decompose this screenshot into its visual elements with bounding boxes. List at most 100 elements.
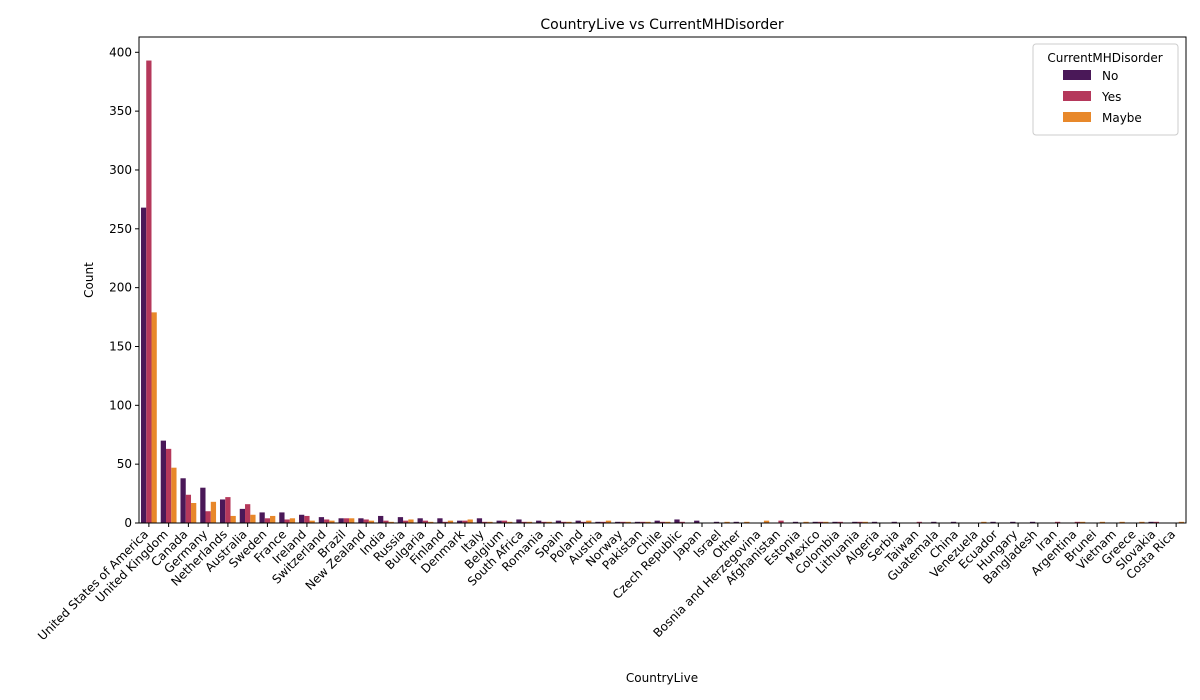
bar-no-chile — [654, 520, 660, 523]
bar-no-austria — [595, 521, 601, 523]
bar-yes-taiwan — [916, 521, 922, 523]
bar-yes-united-states-of-america — [146, 60, 152, 523]
bar-yes-new-zealand — [363, 519, 369, 523]
bar-maybe-austria — [605, 520, 612, 523]
bar-no-switzerland — [318, 517, 325, 523]
bar-maybe-south-africa — [526, 521, 533, 523]
bar-no-italy — [476, 518, 483, 523]
bar-yes-italy — [482, 521, 488, 523]
x-axis-title: CountryLive — [626, 671, 698, 685]
bar-maybe-italy — [487, 521, 493, 523]
bar-no-brazil — [338, 518, 344, 523]
bar-no-united-states-of-america — [140, 207, 147, 523]
bar-maybe-united-kingdom — [171, 467, 177, 523]
bar-no-pakistan — [634, 521, 641, 523]
bar-maybe-poland — [586, 520, 592, 523]
bar-maybe-pakistan — [645, 521, 651, 523]
bar-yes-ireland — [304, 515, 310, 523]
bar-no-china — [950, 521, 957, 523]
bar-yes-australia — [245, 504, 251, 523]
chart-title: CountryLive vs CurrentMHDisorder — [540, 17, 783, 33]
bar-no-bulgaria — [417, 518, 423, 523]
bar-maybe-spain — [566, 521, 572, 523]
bar-yes-chile — [659, 521, 666, 523]
bar-no-guatemala — [931, 521, 937, 523]
bar-yes-czech-republic — [679, 521, 685, 523]
y-tick-label: 50 — [117, 457, 132, 471]
bar-yes-brazil — [343, 518, 350, 523]
legend-swatch-no — [1063, 70, 1091, 80]
bar-maybe-costa-rica — [1178, 521, 1185, 523]
bar-maybe-norway — [625, 521, 631, 523]
bar-yes-united-kingdom — [166, 448, 172, 523]
bar-no-finland — [437, 518, 443, 523]
bar-yes-pakistan — [640, 521, 646, 523]
bar-yes-norway — [620, 521, 626, 523]
y-tick-label: 250 — [109, 222, 132, 236]
bar-yes-lithuania — [857, 521, 863, 523]
bar-no-france — [279, 512, 285, 523]
bar-maybe-australia — [250, 514, 256, 523]
bar-no-united-kingdom — [160, 440, 166, 523]
bar-no-spain — [555, 520, 562, 523]
bar-maybe-bulgaria — [428, 521, 434, 523]
bar-yes-afghanistan — [778, 520, 784, 523]
bar-no-canada — [180, 478, 186, 523]
y-tick-label: 0 — [124, 516, 132, 530]
bar-no-denmark — [457, 520, 463, 523]
legend-items: No Yes Maybe — [1063, 69, 1142, 125]
bar-maybe-venezuela — [981, 521, 987, 523]
bar-yes-iran — [1054, 521, 1061, 523]
legend-label-maybe: Maybe — [1102, 111, 1142, 125]
bar-no-serbia — [891, 521, 897, 523]
bar-yes-russia — [403, 520, 409, 523]
bar-no-poland — [575, 520, 581, 523]
bar-yes-canada — [185, 494, 192, 523]
bar-maybe-estonia — [803, 521, 809, 523]
y-tick-label: 400 — [109, 45, 132, 59]
bar-no-germany — [200, 487, 206, 523]
bar-yes-colombia — [837, 521, 843, 523]
legend-title: CurrentMHDisorder — [1047, 51, 1162, 65]
bar-maybe-ireland — [309, 520, 315, 523]
bar-maybe-greece — [1139, 521, 1145, 523]
bar-yes-denmark — [462, 520, 468, 523]
bar-no-colombia — [832, 521, 838, 523]
bar-yes-france — [284, 519, 290, 523]
bar-maybe-canada — [191, 503, 197, 523]
y-tick-label: 150 — [109, 339, 132, 353]
bar-yes-slovakia — [1153, 521, 1159, 523]
legend-swatch-yes — [1063, 91, 1091, 101]
bar-maybe-netherlands — [230, 515, 236, 523]
bar-no-algeria — [871, 521, 878, 523]
bar-no-sweden — [259, 512, 265, 523]
bar-maybe-bosnia-and-herzegovina — [763, 520, 770, 523]
bar-yes-india — [383, 520, 389, 523]
bar-yes-switzerland — [324, 519, 330, 523]
bar-no-norway — [615, 521, 621, 523]
bar-maybe-vietnam — [1119, 521, 1125, 523]
plot-frame — [138, 36, 1187, 524]
bar-yes-germany — [205, 511, 211, 523]
legend: CurrentMHDisorder No Yes Maybe — [1032, 43, 1179, 136]
bar-yes-mexico — [817, 521, 824, 523]
bar-yes-austria — [600, 521, 606, 523]
bar-no-netherlands — [219, 499, 226, 523]
bar-no-belgium — [496, 520, 502, 523]
bar-maybe-other — [744, 521, 750, 523]
bar-maybe-russia — [408, 519, 414, 523]
bar-maybe-romania — [546, 521, 552, 523]
bar-maybe-united-states-of-america — [151, 312, 157, 523]
bar-maybe-lithuania — [862, 521, 868, 523]
bar-no-australia — [239, 508, 246, 523]
bar-maybe-israel — [724, 521, 730, 523]
bar-no-russia — [397, 517, 404, 523]
bar-maybe-sweden — [270, 515, 276, 523]
bar-maybe-brazil — [349, 518, 355, 523]
bar-yes-sweden — [264, 518, 271, 523]
bar-no-mexico — [812, 521, 818, 523]
y-tick-label: 100 — [109, 398, 132, 412]
bar-no-estonia — [792, 521, 799, 523]
bar-maybe-france — [289, 518, 296, 523]
